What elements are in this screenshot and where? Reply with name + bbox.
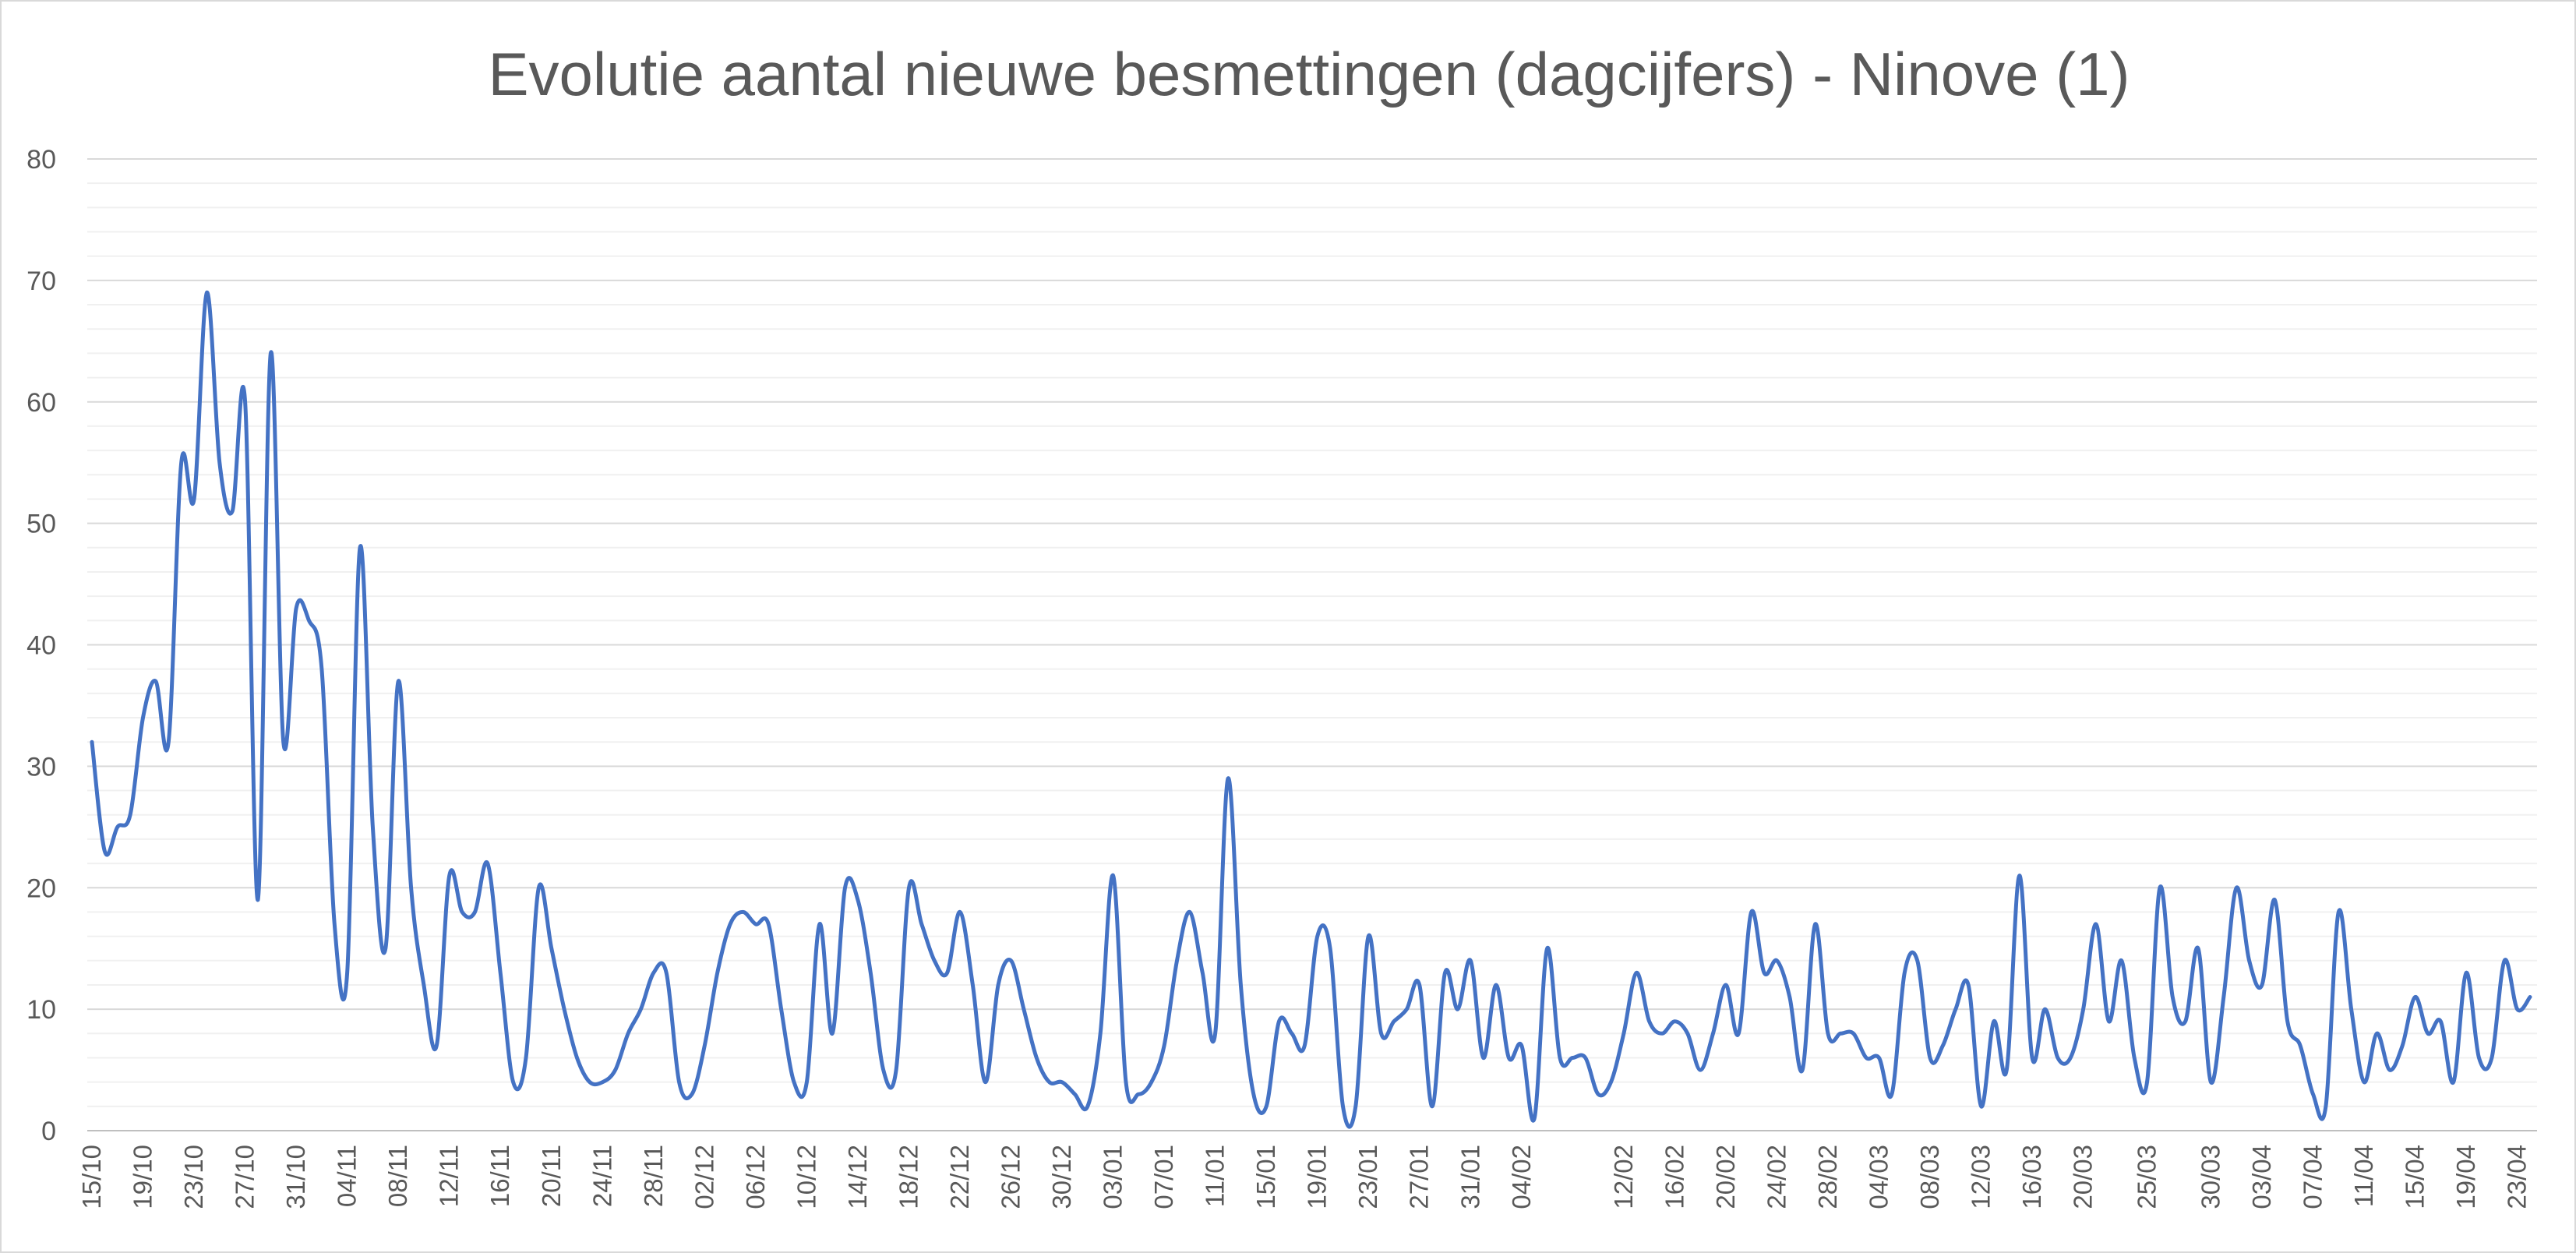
x-tick-label: 08/11 <box>383 1145 412 1207</box>
x-tick-label: 04/11 <box>333 1145 362 1207</box>
x-tick-label: 20/11 <box>537 1145 566 1207</box>
x-tick-label: 19/04 <box>2451 1145 2480 1209</box>
x-tick-label: 20/03 <box>2069 1145 2098 1209</box>
x-tick-label: 25/03 <box>2133 1145 2161 1209</box>
y-axis-tick-labels: 0 10 20 30 40 50 60 70 80 <box>26 145 56 1146</box>
x-tick-label: 16/11 <box>485 1145 514 1207</box>
x-tick-label: 11/01 <box>1201 1145 1230 1207</box>
x-tick-label: 31/01 <box>1456 1145 1484 1209</box>
x-axis-tick-labels: 15/10 19/10 23/10 27/10 31/10 04/11 08/11 12/11… <box>77 1145 2532 1209</box>
x-tick-label: 08/03 <box>1915 1145 1944 1209</box>
x-tick-label: 11/04 <box>2349 1145 2378 1207</box>
y-tick-label: 50 <box>26 510 56 539</box>
x-tick-label: 19/01 <box>1303 1145 1332 1209</box>
x-tick-label: 23/04 <box>2503 1145 2532 1209</box>
x-tick-label: 28/11 <box>639 1145 668 1207</box>
x-tick-label: 12/02 <box>1609 1145 1638 1209</box>
x-tick-label: 19/10 <box>129 1145 157 1209</box>
x-tick-label: 03/04 <box>2247 1145 2276 1209</box>
y-tick-label: 20 <box>26 874 56 903</box>
x-tick-label: 30/03 <box>2196 1145 2225 1209</box>
y-tick-label: 30 <box>26 752 56 782</box>
x-tick-label: 06/12 <box>741 1145 770 1209</box>
x-tick-label: 28/02 <box>1813 1145 1842 1209</box>
y-tick-label: 10 <box>26 995 56 1025</box>
x-tick-label: 31/10 <box>281 1145 310 1209</box>
chart-title: Evolutie aantal nieuwe besmettingen (dag… <box>488 40 2130 108</box>
x-tick-label: 07/04 <box>2299 1145 2327 1209</box>
y-tick-label: 70 <box>26 266 56 296</box>
x-tick-label: 24/02 <box>1762 1145 1791 1209</box>
x-tick-label: 26/12 <box>997 1145 1025 1209</box>
x-tick-label: 18/12 <box>894 1145 923 1209</box>
x-tick-label: 12/03 <box>1967 1145 1996 1209</box>
x-tick-label: 23/10 <box>179 1145 208 1209</box>
x-tick-label: 15/01 <box>1251 1145 1280 1209</box>
x-tick-label: 23/01 <box>1353 1145 1382 1209</box>
x-tick-label: 27/10 <box>231 1145 259 1209</box>
x-tick-label: 16/03 <box>2017 1145 2046 1209</box>
series-line-infections <box>90 290 2532 1129</box>
x-tick-label: 04/03 <box>1865 1145 1893 1209</box>
minor-gridlines <box>87 182 2537 1107</box>
x-tick-label: 15/10 <box>77 1145 106 1209</box>
x-tick-label: 14/12 <box>843 1145 872 1209</box>
x-tick-label: 03/01 <box>1099 1145 1127 1209</box>
x-tick-label: 27/01 <box>1405 1145 1434 1209</box>
x-tick-label: 16/02 <box>1660 1145 1689 1209</box>
x-tick-label: 24/11 <box>588 1145 616 1207</box>
x-tick-label: 02/12 <box>690 1145 718 1209</box>
x-tick-label: 10/12 <box>792 1145 820 1209</box>
y-tick-label: 60 <box>26 388 56 418</box>
x-tick-label: 07/01 <box>1149 1145 1178 1209</box>
x-tick-label: 20/02 <box>1711 1145 1740 1209</box>
x-tick-label: 15/04 <box>2401 1145 2430 1209</box>
x-tick-label: 22/12 <box>945 1145 974 1209</box>
x-tick-label: 04/02 <box>1507 1145 1536 1209</box>
x-tick-label: 12/11 <box>435 1145 464 1207</box>
y-tick-label: 80 <box>26 145 56 175</box>
x-tick-label: 30/12 <box>1047 1145 1076 1209</box>
y-tick-label: 40 <box>26 631 56 661</box>
y-tick-label: 0 <box>41 1117 56 1146</box>
